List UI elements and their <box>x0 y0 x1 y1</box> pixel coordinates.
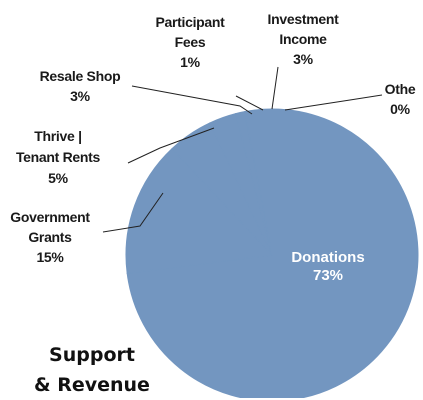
leader-lines <box>102 66 383 233</box>
slice-labels: Donations 73%Government Grants 15%Thrive | T… <box>10 11 416 284</box>
slice-label-line: 3% <box>293 51 313 67</box>
slice-label-line: Tenant Rents <box>16 149 101 165</box>
slice-label-line: Thrive | <box>34 128 81 144</box>
slice-label-line: Grants <box>28 229 72 245</box>
slice-label-line: 1% <box>180 54 200 70</box>
slice-label-line: Government <box>10 209 90 225</box>
pie-slice-government-grants <box>125 147 274 274</box>
slice-label-line: 3% <box>70 88 90 104</box>
slice-label-resale-shop: Resale Shop 3% <box>40 68 121 104</box>
slice-label-line: Donations <box>291 249 364 266</box>
pie-slice-investment-income <box>244 108 273 256</box>
leader-line-thrive-tenant-rents <box>127 127 215 164</box>
leader-line-government-grants <box>102 192 164 233</box>
slice-label-line: Participant <box>155 14 225 30</box>
slice-label-investment-income: Investment Income 3% <box>268 11 340 67</box>
chart-title-line-1: Support <box>49 344 135 366</box>
slice-label-othe: Othe 0% <box>385 81 416 117</box>
slice-label-line: Investment <box>268 11 340 27</box>
slice-label-line: 73% <box>313 267 343 284</box>
slice-label-participant-fees: Participant Fees 1% <box>155 14 225 70</box>
slice-label-government-grants: Government Grants 15% <box>10 209 90 265</box>
slice-label-line: Othe <box>385 81 416 97</box>
slice-label-line: 5% <box>48 170 68 186</box>
chart-title-line-2: & Revenue <box>34 374 150 396</box>
chart-title: Support & Revenue <box>22 340 162 400</box>
slice-label-line: Resale Shop <box>40 68 121 84</box>
slice-label-thrive-tenant-rents: Thrive | Tenant Rents 5% <box>16 128 101 186</box>
slice-label-line: Income <box>279 31 327 47</box>
slice-label-line: Fees <box>175 34 206 50</box>
leader-line-othe <box>284 94 383 111</box>
pie-slices <box>125 108 419 398</box>
leader-line-investment-income <box>271 66 279 110</box>
slice-label-line: 15% <box>36 249 64 265</box>
slice-label-donations: Donations 73% <box>291 249 364 284</box>
pie-slice-donations <box>126 108 419 398</box>
leader-line-participant-fees <box>235 95 264 111</box>
leader-line-resale-shop <box>131 85 253 115</box>
slice-label-line: 0% <box>390 101 410 117</box>
